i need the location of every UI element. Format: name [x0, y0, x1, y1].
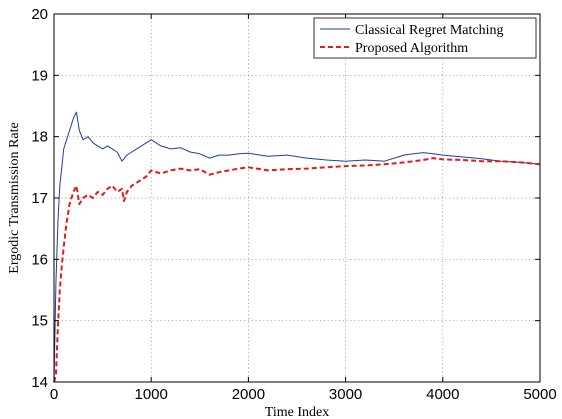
legend: Classical Regret Matching Proposed Algor…	[313, 17, 537, 59]
legend-label-classical-regret-matching: Classical Regret Matching	[355, 23, 504, 38]
x-tick-label: 0	[50, 386, 58, 403]
legend-label-proposed-algorithm: Proposed Algorithm	[355, 41, 468, 56]
y-tick-label: 17	[31, 190, 48, 207]
series-layer	[53, 111, 541, 383]
y-axis-label: Ergodic Transmission Rate	[7, 122, 22, 273]
y-tick-label: 14	[31, 374, 48, 391]
y-tick-label: 16	[31, 251, 48, 268]
x-tick-label: 3000	[329, 386, 362, 403]
x-tick-label: 2000	[232, 386, 265, 403]
y-tick-label: 19	[31, 67, 48, 84]
y-tick-label: 18	[31, 129, 48, 146]
grid-lines	[54, 14, 540, 382]
y-tick-label: 15	[31, 313, 48, 330]
x-tick-label: 1000	[135, 386, 168, 403]
y-tick-label: 20	[31, 6, 48, 23]
series-line-classical-regret-matching	[53, 111, 541, 383]
x-axis-label: Time Index	[265, 405, 329, 419]
axis-ticks: 0 1000 2000 3000 4000 5000 14 15 16 17 18 19 20	[31, 6, 556, 403]
series-line-proposed-algorithm	[53, 157, 541, 383]
legend-box	[313, 17, 537, 59]
x-tick-label: 4000	[426, 386, 459, 403]
x-tick-label: 5000	[523, 386, 556, 403]
